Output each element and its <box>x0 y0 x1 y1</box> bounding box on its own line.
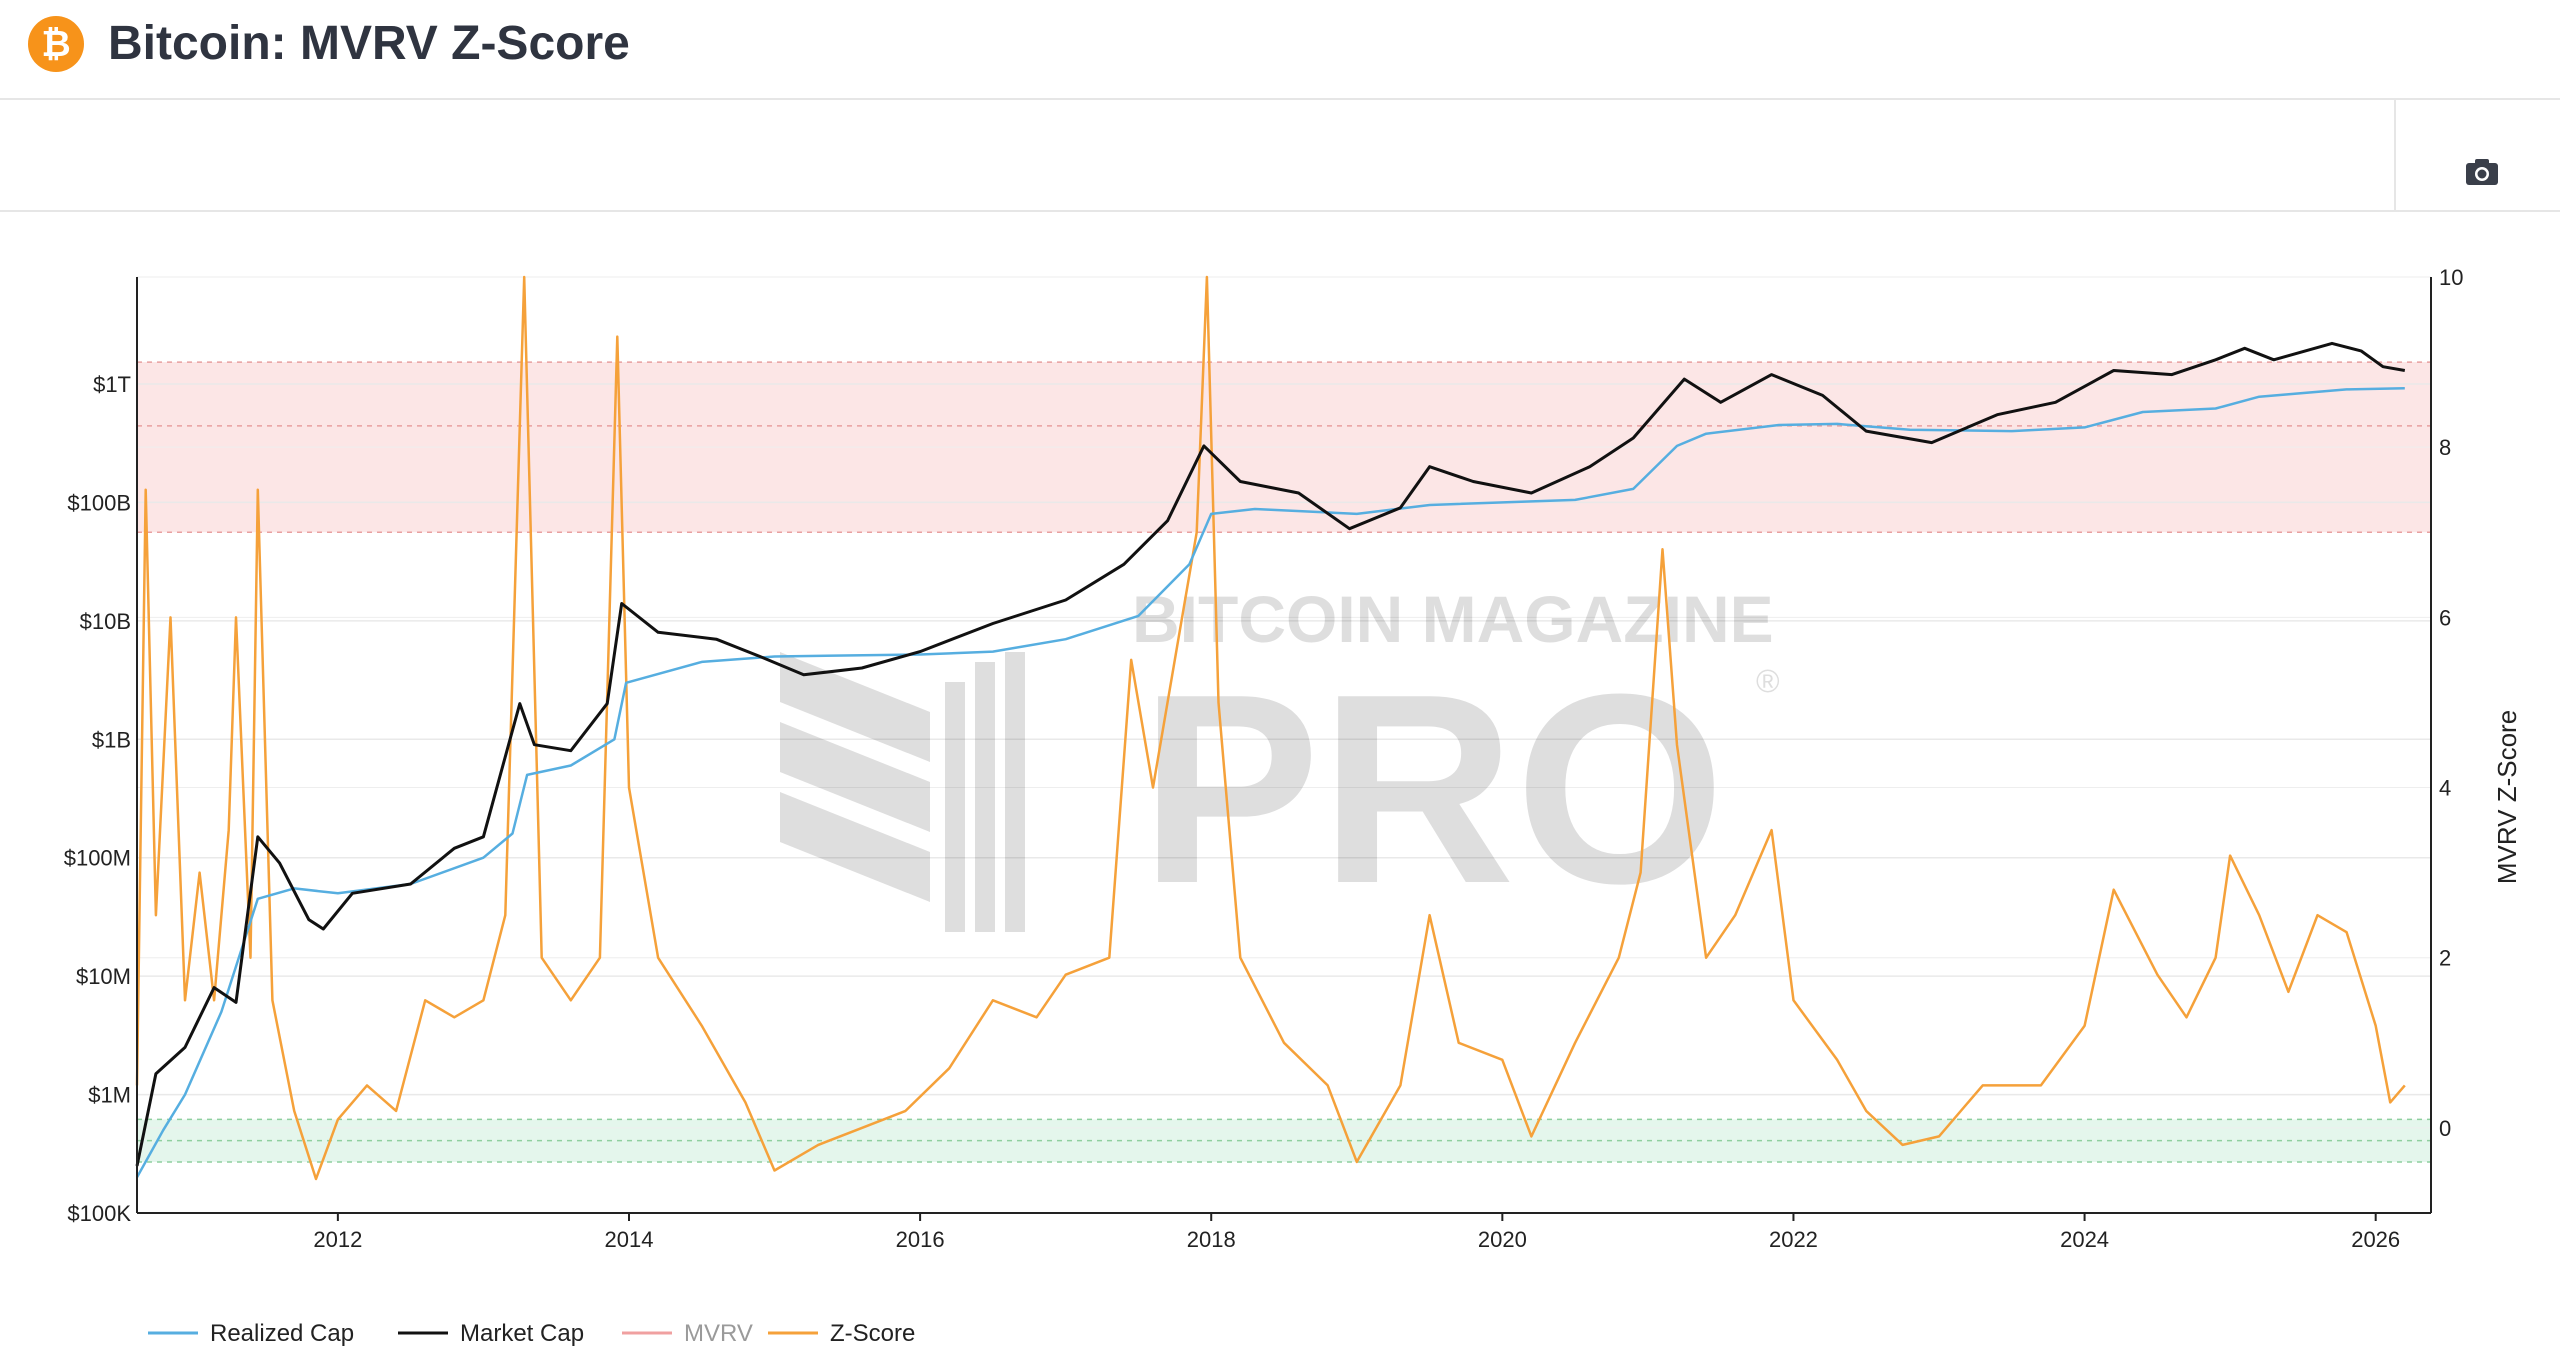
legend-item-z-score[interactable]: Z-Score <box>768 1320 915 1347</box>
x-tick-label: 2022 <box>1769 1227 1818 1252</box>
x-tick-label: 2024 <box>2060 1227 2109 1252</box>
camera-button[interactable] <box>2462 152 2502 192</box>
legend-item-mvrv[interactable]: MVRV <box>622 1320 753 1347</box>
page-header: ₿ Bitcoin: MVRV Z-Score <box>0 0 2560 100</box>
y-right-tick-label: 0 <box>2439 1116 2451 1141</box>
watermark-logo-mark <box>780 652 1025 932</box>
chart-toolbar <box>0 100 2560 212</box>
camera-icon <box>2466 159 2498 185</box>
x-tick-label: 2026 <box>2351 1227 2400 1252</box>
x-tick-label: 2016 <box>896 1227 945 1252</box>
legend-item-realized-cap[interactable]: Realized Cap <box>148 1320 354 1347</box>
chart-container: BITCOIN MAGAZINE PRO ® $100K $1M $10M $100M… <box>0 212 2560 1362</box>
y-right-tick-label: 2 <box>2439 946 2451 971</box>
legend-label: Z-Score <box>830 1320 915 1347</box>
y-right-tick-label: 4 <box>2439 776 2451 801</box>
mvrv-chart[interactable]: BITCOIN MAGAZINE PRO ® $100K $1M $10M $100M… <box>0 212 2560 1362</box>
toolbar-divider <box>2394 100 2396 210</box>
y-left-tick-label: $100K <box>67 1201 131 1226</box>
y-right-tick-label: 8 <box>2439 435 2451 460</box>
y-left-tick-label: $1B <box>92 727 131 752</box>
y-left-tick-label: $100M <box>64 846 131 871</box>
y-left-tick-label: $100B <box>67 490 131 515</box>
series-realized-cap[interactable] <box>135 386 2405 1178</box>
y-left-tick-label: $1M <box>88 1083 131 1108</box>
y-left-tick-label: $10B <box>80 609 131 634</box>
bitcoin-icon: ₿ <box>28 16 84 72</box>
x-tick-label: 2012 <box>313 1227 362 1252</box>
series-layer <box>135 275 2406 1181</box>
x-tick-label: 2020 <box>1478 1227 1527 1252</box>
y-right-axis-label: MVRV Z-Score <box>2492 710 2522 884</box>
chart-legend: Realized Cap Market Cap MVRV Z-Score <box>148 1320 915 1347</box>
legend-label: Market Cap <box>460 1320 584 1347</box>
x-tick-label: 2014 <box>605 1227 654 1252</box>
series-z-score[interactable] <box>135 275 2406 1181</box>
watermark: BITCOIN MAGAZINE PRO ® <box>780 582 1780 940</box>
y-left-tick-label: $10M <box>76 964 131 989</box>
x-tick-label: 2018 <box>1187 1227 1236 1252</box>
axes-layer: $100K $1M $10M $100M $1B $10B $100B $1T 0 2 4 6 8 10 2… <box>64 265 2464 1252</box>
series-market-cap[interactable] <box>135 341 2406 1167</box>
page-title: Bitcoin: MVRV Z-Score <box>108 17 630 70</box>
y-left-tick-label: $1T <box>93 372 131 397</box>
legend-item-market-cap[interactable]: Market Cap <box>398 1320 584 1347</box>
watermark-pro: PRO <box>1140 639 1725 940</box>
y-right-tick-label: 6 <box>2439 605 2451 630</box>
legend-label: MVRV <box>684 1320 753 1347</box>
legend-label: Realized Cap <box>210 1320 354 1347</box>
watermark-registered: ® <box>1756 663 1780 699</box>
y-right-tick-label: 10 <box>2439 265 2463 290</box>
